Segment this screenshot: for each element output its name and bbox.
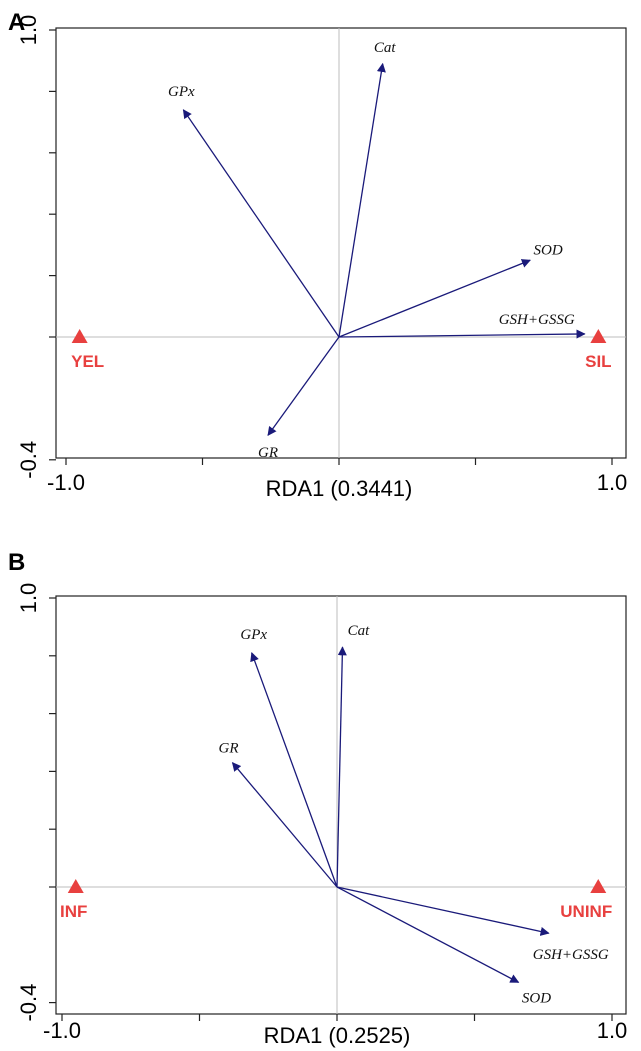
x-axis-title: RDA1 (0.3441)	[266, 476, 413, 501]
vector-label-gpx: GPx	[240, 627, 267, 643]
site-marker-yel	[71, 329, 88, 343]
vector-arrow-gpx	[182, 109, 340, 338]
plot-frame	[55, 27, 627, 459]
x-axis-title: RDA1 (0.2525)	[264, 1023, 411, 1048]
vector-label-gpx: GPx	[168, 84, 195, 100]
panel-label: A	[8, 9, 25, 36]
y-tick-label: -0.4	[16, 441, 41, 479]
chart-panel-a: A -1.0 1.0 -0.4 1.0 RDA1 (0.3441) Cat GPx SOD GSH…	[8, 9, 627, 501]
vector-label-cat: Cat	[348, 623, 371, 639]
vector-arrow-gsh-gssg	[336, 886, 550, 936]
vector-label-cat: Cat	[374, 40, 397, 56]
site-label-uninf: UNINF	[560, 902, 612, 921]
site-label-sil: SIL	[585, 352, 611, 371]
y-tick-label: -0.4	[16, 984, 41, 1022]
site-marker-inf	[67, 879, 84, 893]
vector-arrow-cat	[338, 62, 386, 338]
vector-label-gsh-gssg: GSH+GSSG	[499, 312, 575, 328]
vector-arrow-gpx	[250, 652, 338, 888]
x-tick-label: -1.0	[47, 470, 85, 495]
vector-arrow-gsh-gssg	[338, 329, 586, 339]
vector-arrow-sod	[338, 259, 531, 338]
vector-arrow-gr	[267, 336, 340, 436]
site-label-inf: INF	[60, 902, 87, 921]
x-tick-label: 1.0	[597, 470, 628, 495]
x-tick-label: 1.0	[597, 1018, 628, 1043]
vector-arrow-sod	[336, 886, 520, 983]
site-label-yel: YEL	[71, 352, 104, 371]
vector-label-gr: GR	[219, 741, 239, 757]
x-tick-label: -1.0	[43, 1018, 81, 1043]
site-marker-uninf	[590, 879, 607, 893]
vector-label-sod: SOD	[522, 990, 551, 1006]
vector-label-gsh-gssg: GSH+GSSG	[533, 947, 609, 963]
chart-panel-b: B -1.0 1.0 -0.4 1.0 RDA1 (0.2525) Cat GPx GR GSH+…	[8, 549, 627, 1048]
panel-label: B	[8, 549, 25, 576]
plot-frame	[55, 595, 627, 1015]
vector-arrow-gr	[231, 762, 338, 888]
vector-arrow-cat	[336, 646, 347, 888]
vector-label-gr: GR	[258, 445, 278, 461]
y-tick-label: 1.0	[16, 15, 41, 46]
y-tick-label: 1.0	[16, 583, 41, 614]
site-marker-sil	[590, 329, 607, 343]
vector-label-sod: SOD	[534, 242, 563, 258]
